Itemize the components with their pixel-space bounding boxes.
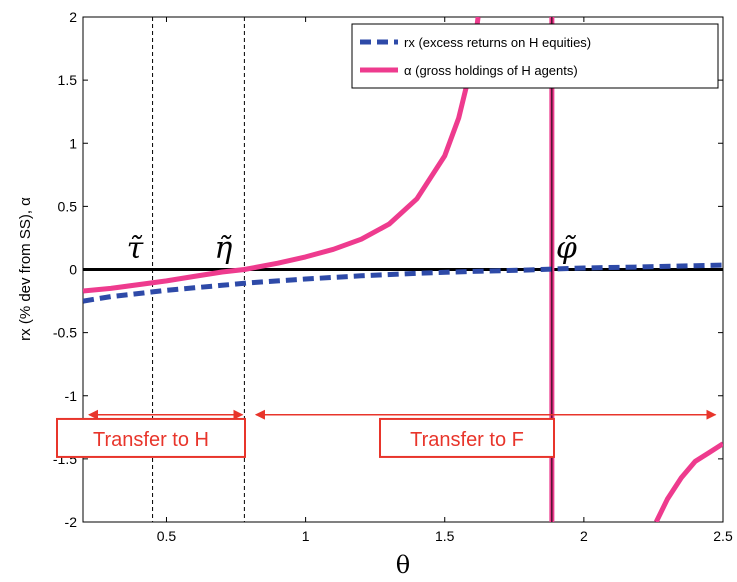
legend-label-alpha: α (gross holdings of H agents) [404,63,578,78]
x-tick-label: 0.5 [157,528,177,544]
rx-series-line [83,262,723,304]
annotations: Transfer to H Transfer to F [56,409,717,458]
x-tick-label: 1.5 [435,528,455,544]
alpha-series-line [83,17,481,294]
y-tick-label: 1 [69,135,77,151]
marker-label: η̃ [214,231,232,266]
y-axis-label: rx (% dev from SS), α [17,197,34,341]
annotation-label: Transfer to F [410,429,524,451]
marker-labels: τ̃ η̃ φ̃ [127,231,577,266]
y-tick-label: -2 [65,514,78,530]
annotation-box [379,417,555,458]
x-tick-label: 2.5 [713,528,733,544]
x-tick-label: 1 [302,528,310,544]
x-axis-label: θ [396,551,410,579]
marker-label: τ̃ [127,231,144,266]
y-tick-label: -1 [65,388,78,404]
legend: rx (excess returns on H equities) α (gro… [351,23,719,89]
axis-ticks: 0.5 1 1.5 2 2.521.510.50-0.5-1-1.5-2 [53,9,733,544]
legend-label-rx: rx (excess returns on H equities) [404,35,591,50]
x-tick-label: 2 [580,528,588,544]
y-tick-label: 1.5 [58,72,78,88]
legend-box [351,23,719,89]
marker-label: φ̃ [556,231,577,266]
alpha-series-line [653,441,723,522]
y-tick-label: 0.5 [58,198,78,214]
annotation-box [56,417,246,458]
y-tick-label: 0 [69,262,77,278]
y-tick-label: -0.5 [53,325,77,341]
y-tick-label: 2 [69,9,77,25]
annotation-label: Transfer to H [93,429,209,451]
